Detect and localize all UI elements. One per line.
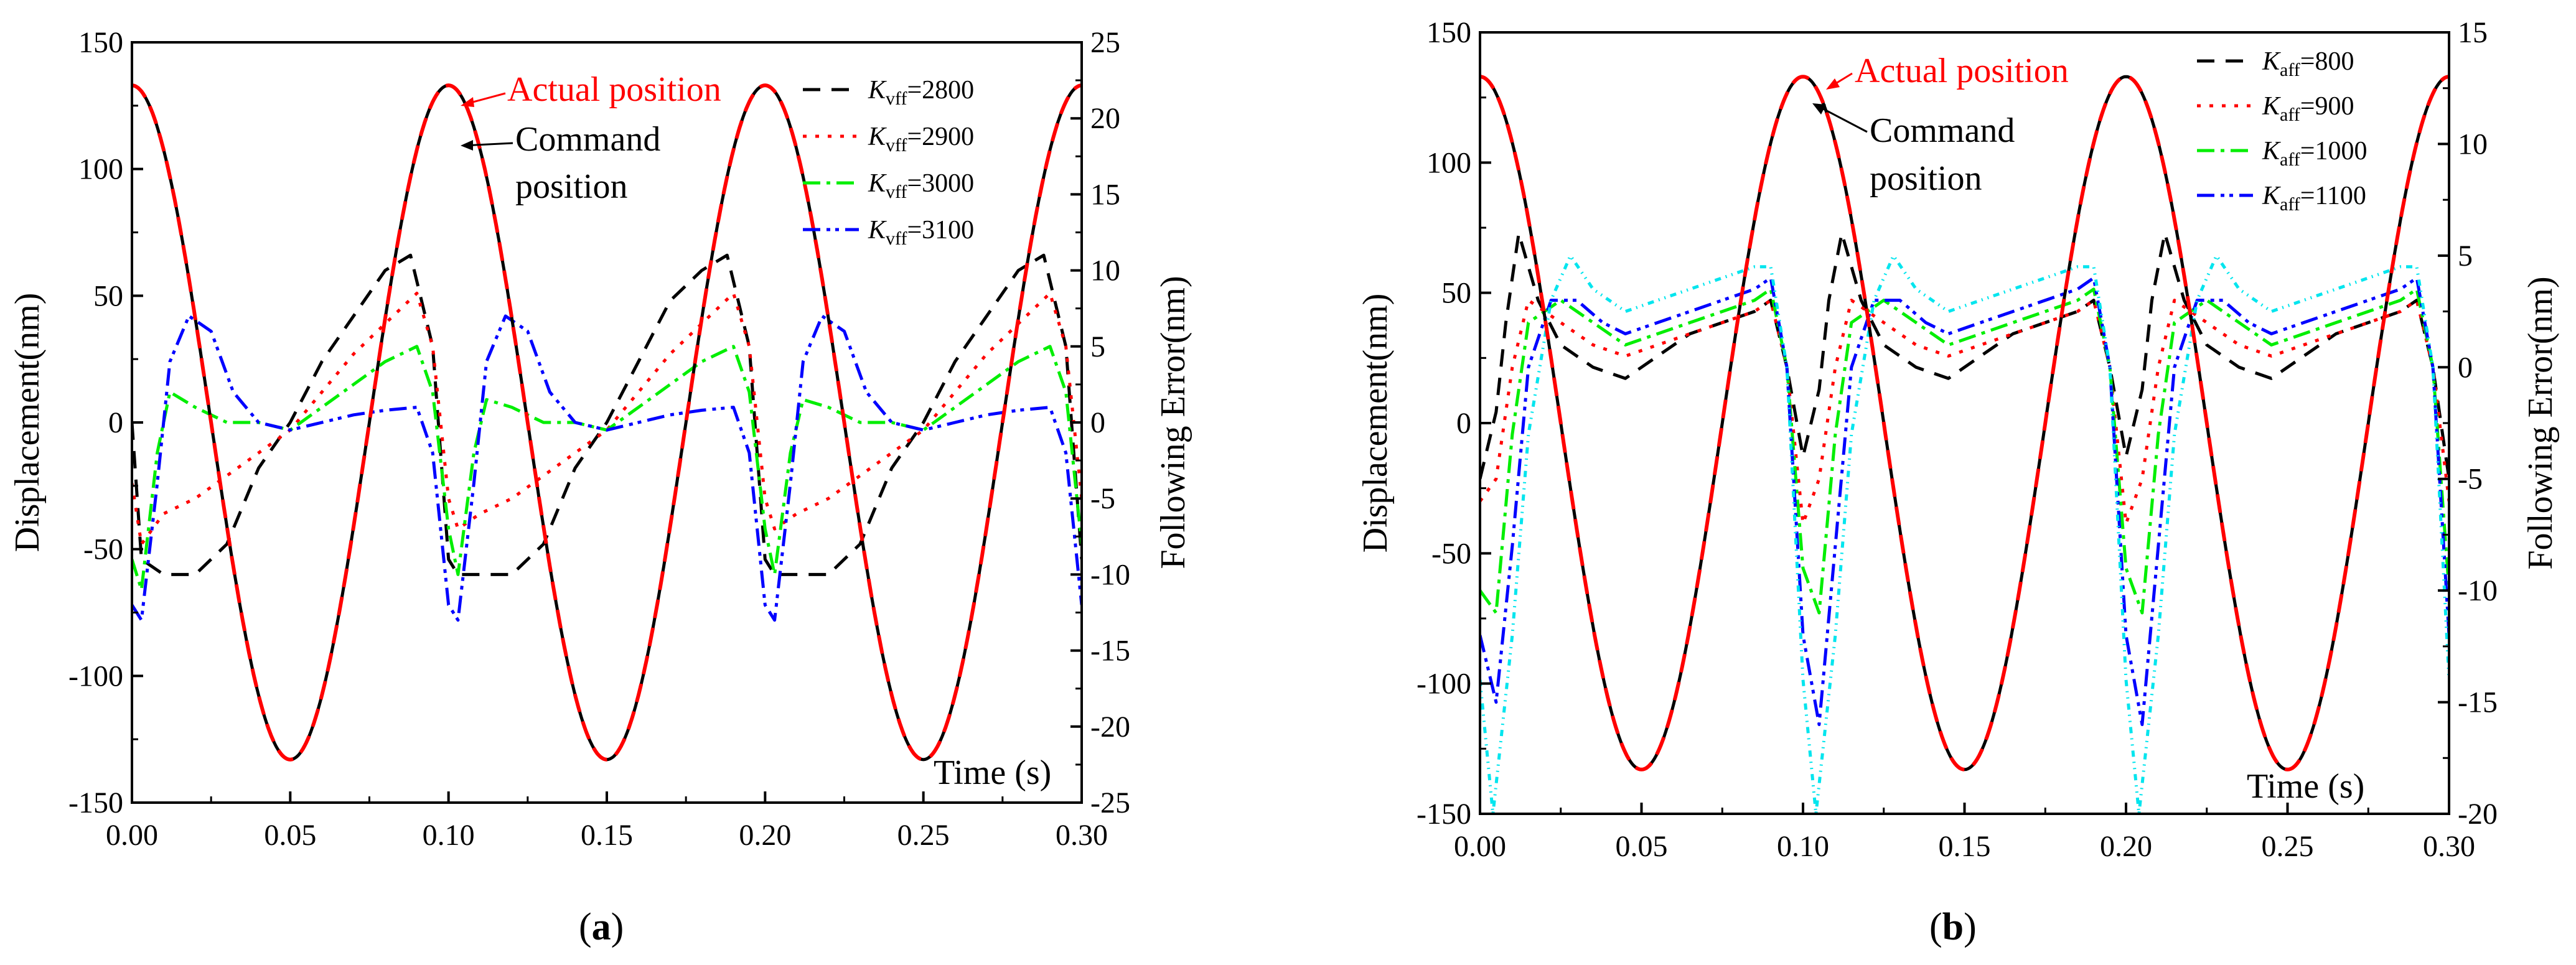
panel-a-x-tick-label: 0.00 — [106, 819, 158, 852]
panel-b-caption-letter: b — [1942, 906, 1964, 948]
panel-a-caption-letter: a — [592, 906, 611, 948]
panel-b-y-right-tick-label: 0 — [2458, 351, 2473, 384]
panel-a-legend-label-2: Kvff=2900 — [868, 123, 974, 156]
panel-a-actual-position-line — [132, 83, 1082, 762]
panel-a-y-right-tick-label: -20 — [1090, 711, 1130, 744]
panel-b-legend: Kaff=800 Kaff=900 Kaff=1000 Kaff=1100 — [2197, 47, 2367, 215]
panel-b-y-right-tick-label: -15 — [2458, 686, 2498, 719]
panel-b-actual-arrowhead — [1826, 78, 1840, 90]
panel-b-error-line-1 — [1480, 231, 2449, 480]
panel-b-x-tick-label: 0.30 — [2423, 830, 2475, 863]
panel-b-x-tick-label: 0.15 — [1939, 830, 1991, 863]
panel-a-y-left-tick-label: 50 — [93, 279, 123, 312]
panel-a-x-tick-label: 0.20 — [739, 819, 791, 852]
panel-b-x-tick-label: 0.25 — [2262, 830, 2314, 863]
panel-b-x-tick-label: 0.20 — [2100, 830, 2152, 863]
panel-a-y-right-tick-label: 20 — [1090, 102, 1120, 135]
panel-a-x-tick-label: 0.05 — [264, 819, 316, 852]
panel-a-y-right-tick-label: 10 — [1090, 254, 1120, 287]
panel-b-annotation-command-2: position — [1870, 159, 1982, 198]
panel-b-caption-open: (b) — [1929, 906, 1977, 948]
panel-a-y-left-tick-label: 150 — [78, 26, 123, 59]
panel-a-y-left-tick-label: -50 — [83, 533, 123, 566]
panel-b-legend-label-3: Kaff=1000 — [2262, 137, 2367, 170]
panel-a-x-tick-label: 0.25 — [897, 819, 950, 852]
panel-a-legend-label-4: Kvff=3100 — [868, 216, 974, 249]
panel-b-y-right-tick-label: -20 — [2458, 798, 2498, 831]
panel-a-error-line-1 — [132, 253, 1082, 576]
panel-a-annotation-actual: Actual position — [507, 70, 721, 109]
panel-b: 0.00 0.05 0.10 0.15 0.20 0.25 0.30150100500-50… — [1356, 16, 2560, 948]
panel-a-x-tick-label: 0.10 — [423, 819, 475, 852]
panel-a-y-right-label: Following Error(nm) — [1154, 276, 1192, 569]
panel-a-y-right-tick-label: 5 — [1090, 330, 1105, 363]
panel-b-y-right-tick-label: -5 — [2458, 463, 2483, 496]
panel-a-y-right-tick-label: -25 — [1090, 786, 1130, 819]
panel-a-y-left-tick-label: -100 — [68, 660, 123, 692]
panel-a-y-left-label: Displacement(nm) — [8, 293, 47, 552]
panel-b-x-tick-label: 0.00 — [1454, 830, 1506, 863]
panel-b-y-right-tick-label: 10 — [2458, 128, 2488, 161]
panel-a-y-right-tick-label: -5 — [1090, 482, 1115, 515]
panel-a-y-left-tick-label: 100 — [78, 153, 123, 186]
panel-b-error-line-2 — [1480, 299, 2449, 525]
panel-a-y-left-tick-label: -150 — [68, 786, 123, 819]
panel-b-y-right-tick-label: 5 — [2458, 240, 2473, 273]
panel-b-x-tick-label: 0.05 — [1616, 830, 1668, 863]
panel-b-legend-label-1: Kaff=800 — [2262, 47, 2354, 80]
panel-b-series-group — [1480, 75, 2449, 814]
panel-b-error-line-3 — [1480, 287, 2449, 615]
panel-a: 0.00 0.05 0.10 0.15 0.20 0.25 0.30150100500-50… — [8, 26, 1192, 948]
panel-a-y-left-tick-label: 0 — [108, 406, 123, 439]
panel-a-annotation-command-2: position — [515, 167, 627, 206]
panel-b-legend-label-4: Kaff=1100 — [2262, 182, 2366, 215]
panel-a-caption-open: (a) — [579, 906, 624, 948]
panel-a-axes: 0.00 0.05 0.10 0.15 0.20 0.25 0.30150100500-50… — [8, 26, 1192, 852]
panel-a-y-right-tick-label: 25 — [1090, 26, 1120, 59]
panel-b-y-left-tick-label: 0 — [1456, 407, 1471, 440]
panel-a-actual-arrowhead — [461, 97, 474, 107]
panel-b-y-left-tick-label: 100 — [1426, 146, 1471, 179]
panel-b-y-left-tick-label: -50 — [1431, 537, 1471, 570]
panel-b-annotation-actual: Actual position — [1855, 52, 2069, 90]
panel-a-plot-area — [132, 83, 1082, 762]
panel-b-error-line-4 — [1480, 276, 2449, 726]
panel-a-command-arrowhead — [461, 140, 473, 151]
panel-b-y-left-tick-label: 150 — [1426, 16, 1471, 49]
panel-b-y-right-label: Following Error(nm) — [2521, 276, 2560, 569]
panel-a-legend-label-3: Kvff=3000 — [868, 169, 974, 202]
panel-b-y-right-tick-label: -10 — [2458, 574, 2498, 607]
panel-b-command-arrow — [1817, 105, 1868, 133]
panel-a-y-right-tick-label: -10 — [1090, 558, 1130, 591]
panel-b-legend-label-2: Kaff=900 — [2262, 92, 2354, 125]
panel-a-x-tick-label: 0.30 — [1056, 819, 1108, 852]
panel-a-legend: Kvff=2800 Kvff=2900 Kvff=3000 Kvff=3100 — [803, 76, 974, 249]
panel-b-annotation-command-1: Command — [1870, 111, 2015, 150]
panel-b-y-left-tick-label: 50 — [1441, 277, 1471, 310]
panel-b-actual-position-line — [1480, 75, 2449, 772]
panel-b-y-left-tick-label: -150 — [1417, 798, 1471, 831]
panel-b-x-tick-label: 0.10 — [1777, 830, 1829, 863]
panel-a-y-right-tick-label: 15 — [1090, 178, 1120, 211]
panel-a-y-right-tick-label: 0 — [1090, 406, 1105, 439]
panel-b-y-left-tick-label: -100 — [1417, 668, 1471, 701]
panel-b-y-right-tick-label: 15 — [2458, 16, 2488, 49]
panel-b-axes: 0.00 0.05 0.10 0.15 0.20 0.25 0.30150100500-50… — [1356, 16, 2560, 863]
panel-b-y-left-label: Displacement(nm) — [1356, 294, 1395, 553]
panel-a-series-group — [132, 83, 1082, 762]
panel-a-x-tick-label: 0.15 — [581, 819, 633, 852]
panel-a-error-line-4 — [132, 314, 1082, 622]
panel-a-annotation-command-1: Command — [515, 120, 660, 159]
panel-b-command-arrowhead — [1812, 103, 1826, 114]
panel-b-plot-area — [1480, 75, 2449, 814]
panel-b-x-axis-label: Time (s) — [2247, 767, 2364, 806]
panel-a-y-right-tick-label: -15 — [1090, 635, 1130, 668]
panel-a-x-axis-label: Time (s) — [934, 753, 1051, 792]
panel-a-legend-label-1: Kvff=2800 — [868, 76, 974, 109]
panel-a-error-line-3 — [132, 345, 1082, 592]
